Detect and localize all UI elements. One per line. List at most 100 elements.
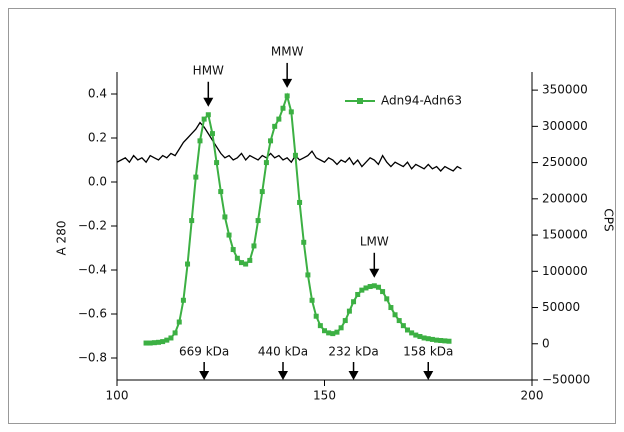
y2-tick-label: 50000 [542,300,580,314]
y2-axis-label: CPS [602,208,616,231]
legend-marker [357,98,363,104]
point [205,112,211,118]
y2-tick-label: 0 [542,336,550,350]
peak-label: HMW [193,63,224,77]
point [313,313,319,319]
x-tick-label: 200 [521,389,544,403]
point [405,327,410,333]
point [317,323,323,329]
point [259,189,265,195]
point [417,334,423,340]
peak-arrow-head [369,268,380,278]
y-axis-label: A 280 [55,221,69,256]
y2-tick-label: 200000 [542,191,588,205]
point [151,340,157,346]
point [438,338,444,344]
point [268,138,274,144]
point [239,260,244,266]
point [201,116,207,122]
y2-tick-label: 300000 [542,119,588,133]
legend-label: Adn94-Adn63 [381,94,462,108]
point [185,261,191,267]
point [180,297,186,303]
point [371,283,377,289]
marker-label: 158 kDa [403,345,453,359]
point [342,318,348,324]
point [334,329,340,335]
y-tick-label: −0.4 [78,263,107,277]
point [351,299,357,305]
point [363,285,369,291]
peak-arrow-head [282,78,293,88]
point [400,323,406,329]
point [284,93,290,99]
point [413,332,419,338]
point [230,247,236,253]
point [380,289,386,295]
y-tick-label: 0.0 [88,175,107,189]
point [434,337,440,343]
point [346,308,352,314]
x-tick-label: 150 [313,389,336,403]
marker-arrow-head [348,371,359,380]
point [176,319,182,325]
point [272,123,278,129]
y2-tick-label: −50000 [542,373,590,387]
point [338,325,344,331]
peak-arrow-head [203,97,214,107]
point [446,338,452,344]
point [243,261,249,267]
point [396,318,402,324]
marker-arrow-head [423,371,434,380]
point [168,335,174,341]
point [222,214,228,220]
point [193,174,199,180]
point [218,189,224,195]
point [276,116,282,122]
y-tick-label: −0.8 [78,351,107,365]
y2-tick-label: 350000 [542,83,588,97]
point [280,105,286,111]
point [326,330,332,336]
point [301,239,307,245]
y-tick-label: −0.6 [78,307,107,321]
point [172,330,178,336]
marker-arrow-head [199,371,210,380]
point [147,340,153,346]
y2-tick-label: 100000 [542,264,588,278]
y-tick-label: 0.4 [88,87,107,101]
point [392,312,398,318]
point [156,339,161,345]
x-tick-label: 100 [106,389,129,403]
point [143,340,149,346]
point [322,328,327,334]
marker-arrow-head [278,371,288,380]
point [297,199,303,205]
point [255,218,261,224]
series-line [116,121,462,172]
point [425,336,431,342]
point [189,218,195,224]
point [330,331,336,337]
point [309,297,315,303]
y-tick-label: −0.2 [78,219,107,233]
point [421,335,427,341]
point [442,338,448,344]
point [251,243,257,249]
point [164,337,170,343]
point [409,330,415,336]
y-tick-label: 0.2 [88,131,107,145]
point [355,291,361,297]
marker-label: 232 kDa [328,345,378,359]
point [263,160,269,166]
point [384,296,390,302]
peak-label: LMW [360,234,389,248]
point [226,232,232,238]
y2-tick-label: 150000 [542,228,588,242]
peak-label: MMW [271,44,304,58]
point [247,257,253,263]
point [429,336,435,342]
point [209,131,215,137]
